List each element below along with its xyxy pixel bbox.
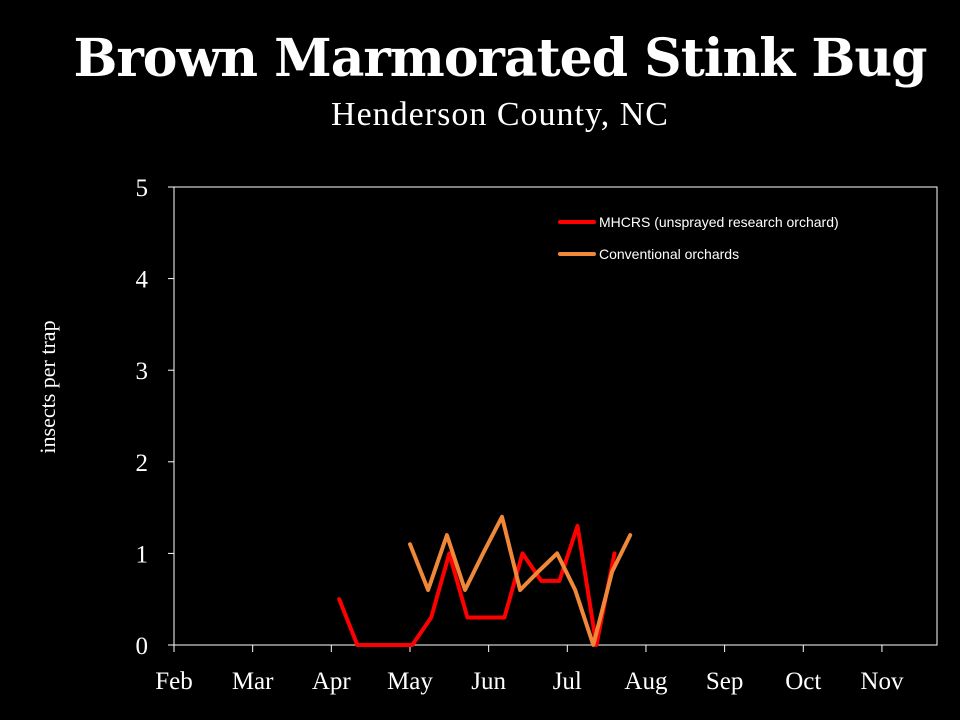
x-tick-label: Oct <box>785 668 821 695</box>
plot-area-frame <box>173 186 938 646</box>
y-tick-label: 2 <box>136 450 149 477</box>
series-line-1 <box>337 523 617 647</box>
legend-label: Conventional orchards <box>599 246 739 262</box>
legend-label: MHCRS (unsprayed research orchard) <box>599 214 839 230</box>
x-tick-label: Aug <box>624 668 668 695</box>
x-tick-label: Nov <box>860 668 904 695</box>
y-tick-label: 1 <box>136 541 149 568</box>
y-tick-label: 3 <box>136 358 149 385</box>
chart-title: Brown Marmorated Stink Bug <box>73 28 927 89</box>
series-lines <box>337 514 633 647</box>
y-axis: 0 1 2 3 4 5 <box>136 175 174 660</box>
y-tick-label: 5 <box>136 175 149 202</box>
y-tick-label: 4 <box>136 267 149 294</box>
legend: MHCRS (unsprayed research orchard) Conven… <box>558 214 839 262</box>
series-line-2 <box>408 514 633 647</box>
x-tick-label: Sep <box>706 668 744 695</box>
y-tick-label: 0 <box>136 633 149 660</box>
x-tick-label: Jul <box>553 668 582 695</box>
chart-subtitle: Henderson County, NC <box>331 96 669 133</box>
x-tick-label: Apr <box>312 668 352 695</box>
x-tick-label: Mar <box>232 668 274 695</box>
x-tick-label: Jun <box>471 668 506 695</box>
x-axis: Feb Mar Apr May Jun Jul Aug Sep Oct Nov <box>155 645 904 695</box>
x-tick-label: Feb <box>155 668 193 695</box>
x-tick-label: May <box>387 668 433 695</box>
